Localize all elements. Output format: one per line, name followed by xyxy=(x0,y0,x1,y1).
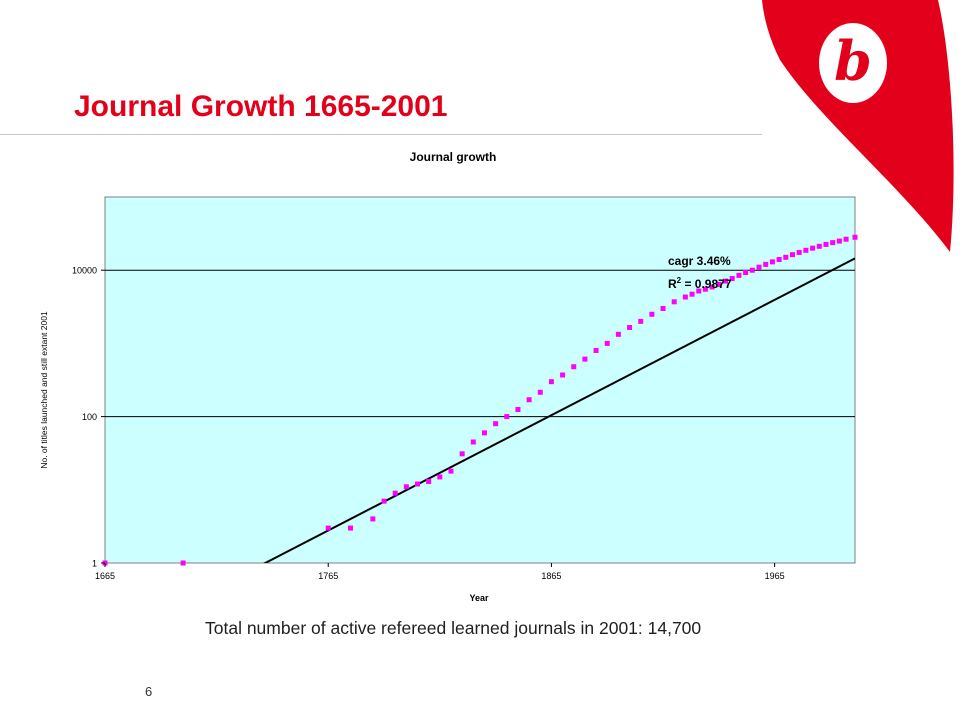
data-point xyxy=(689,291,695,297)
data-point xyxy=(627,324,633,330)
data-point xyxy=(763,261,769,267)
data-point xyxy=(796,249,802,255)
data-point xyxy=(716,281,722,287)
data-point xyxy=(348,525,354,531)
logo-swoosh xyxy=(762,0,954,252)
data-point xyxy=(481,430,487,436)
x-tick-label: 1765 xyxy=(318,571,338,581)
journal-growth-chart: 1 100 10000 1665 1765 1865 1965 Journal growt… xyxy=(39,150,858,603)
data-point xyxy=(537,389,543,395)
x-tick-label: 1865 xyxy=(541,571,561,581)
data-point xyxy=(370,516,376,522)
data-point xyxy=(702,286,708,292)
cagr-annotation: cagr 3.46% xyxy=(668,254,731,268)
data-point xyxy=(736,272,742,278)
data-point xyxy=(638,318,644,324)
data-point xyxy=(403,484,409,490)
data-point xyxy=(830,240,836,246)
data-point xyxy=(756,264,762,270)
data-point xyxy=(696,288,702,294)
data-point xyxy=(548,379,554,385)
data-point xyxy=(709,284,715,290)
y-tick-label: 10000 xyxy=(72,266,97,276)
data-point xyxy=(571,364,577,370)
data-point xyxy=(723,278,729,284)
data-point xyxy=(504,414,510,420)
x-axis-label: Year xyxy=(469,593,489,603)
data-point xyxy=(729,276,735,282)
data-point xyxy=(593,347,599,353)
y-tick-label: 1 xyxy=(92,559,97,569)
caption-text: Total number of active refereed learned … xyxy=(205,618,702,638)
data-point xyxy=(437,474,443,480)
data-point xyxy=(852,234,858,240)
data-point xyxy=(671,299,677,305)
data-point xyxy=(325,525,331,531)
data-point xyxy=(749,267,755,273)
trend-line xyxy=(263,257,855,563)
data-point xyxy=(783,254,789,260)
data-point xyxy=(743,270,749,276)
data-point xyxy=(415,481,420,487)
y-axis-label: No. of titles launched and still extant … xyxy=(39,311,49,469)
data-point xyxy=(582,356,588,362)
data-point xyxy=(649,311,655,317)
slide-title: Journal Growth 1665-2001 xyxy=(74,90,448,123)
data-point xyxy=(426,478,432,484)
r-symbol: R xyxy=(668,277,677,291)
data-point xyxy=(823,241,829,247)
logo-letter: b xyxy=(834,29,872,93)
data-point xyxy=(526,397,532,403)
x-tick-label: 1965 xyxy=(765,571,785,581)
r-squared-value: = 0.9877 xyxy=(681,277,732,291)
data-point xyxy=(790,252,795,258)
data-point xyxy=(803,247,809,253)
data-point xyxy=(836,238,842,244)
y-tick-label: 100 xyxy=(82,412,97,422)
data-point xyxy=(843,236,849,242)
data-point xyxy=(381,498,387,504)
brand-logo: b xyxy=(762,0,954,252)
data-point xyxy=(682,294,688,300)
title-divider xyxy=(0,134,762,135)
data-point xyxy=(810,245,816,251)
data-point xyxy=(180,560,186,566)
page-number: 6 xyxy=(145,684,153,699)
data-point xyxy=(604,340,610,346)
logo-badge xyxy=(819,23,887,103)
data-point xyxy=(769,259,775,265)
chart-title: Journal growth xyxy=(410,150,497,164)
plot-area xyxy=(104,196,856,564)
data-point xyxy=(392,490,398,496)
data-point xyxy=(448,468,454,474)
r-squared-annotation: R2 = 0.9877 xyxy=(668,276,732,291)
data-point xyxy=(493,421,499,427)
x-tick-label: 1665 xyxy=(95,571,115,581)
data-point xyxy=(470,439,476,445)
data-point xyxy=(459,451,465,457)
data-point xyxy=(515,407,521,413)
data-point xyxy=(816,243,822,249)
data-point xyxy=(615,331,621,337)
data-point xyxy=(560,372,566,378)
r-exponent: 2 xyxy=(677,276,682,285)
data-point xyxy=(776,257,782,263)
data-point xyxy=(660,305,666,311)
